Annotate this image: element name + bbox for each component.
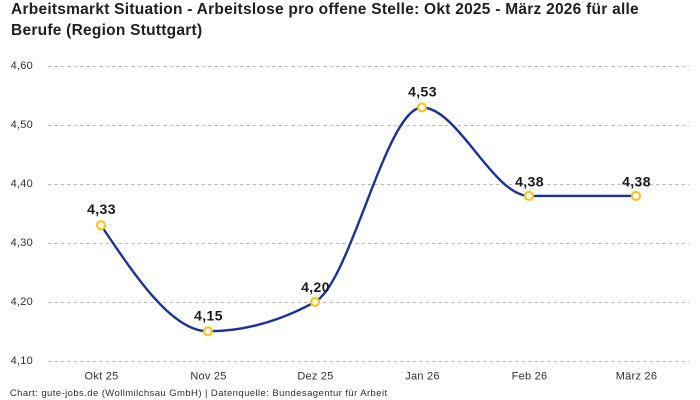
svg-text:4,53: 4,53: [408, 84, 437, 100]
svg-text:4,30: 4,30: [11, 237, 33, 249]
svg-text:4,33: 4,33: [87, 201, 116, 217]
svg-text:4,40: 4,40: [11, 178, 33, 190]
svg-text:4,50: 4,50: [11, 119, 33, 131]
svg-text:4,38: 4,38: [515, 173, 544, 189]
svg-text:Feb 26: Feb 26: [512, 371, 548, 383]
svg-text:Okt 25: Okt 25: [85, 371, 119, 383]
svg-text:Dez 25: Dez 25: [297, 371, 333, 383]
svg-text:Nov 25: Nov 25: [190, 371, 226, 383]
svg-text:4,20: 4,20: [11, 296, 33, 308]
svg-text:4,20: 4,20: [301, 279, 330, 295]
svg-text:4,38: 4,38: [622, 173, 651, 189]
svg-text:4,10: 4,10: [11, 355, 33, 367]
svg-text:4,60: 4,60: [11, 60, 33, 72]
svg-text:März 26: März 26: [616, 371, 658, 383]
svg-text:4,15: 4,15: [194, 308, 223, 324]
svg-text:Jan 26: Jan 26: [405, 371, 440, 383]
